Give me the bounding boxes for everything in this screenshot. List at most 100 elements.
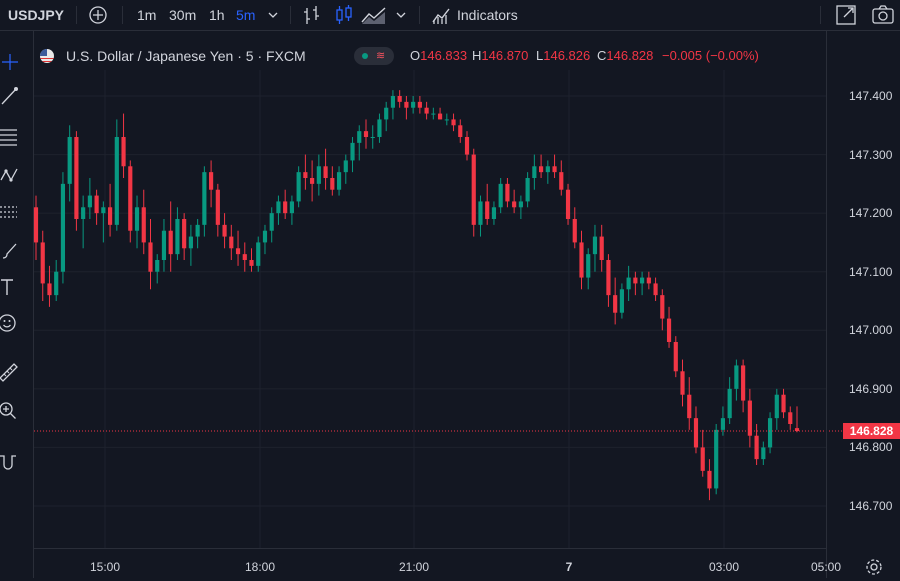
candle-body <box>74 137 79 219</box>
candle <box>175 207 180 260</box>
candle <box>788 406 793 430</box>
candle <box>606 254 611 307</box>
interval-1m[interactable]: 1m <box>137 7 157 23</box>
candle-body <box>114 137 119 225</box>
candle <box>599 224 604 272</box>
candle-body <box>700 447 705 471</box>
emoji-icon[interactable] <box>0 312 20 334</box>
candle <box>114 119 119 231</box>
candle-body <box>60 183 66 272</box>
candle-style-icon[interactable] <box>334 0 354 30</box>
interval-30m[interactable]: 30m <box>169 7 197 23</box>
candle <box>107 183 113 237</box>
candle <box>121 113 126 178</box>
candle <box>256 236 261 272</box>
candle-body <box>182 219 187 249</box>
candle-body <box>458 125 463 137</box>
camera-icon[interactable] <box>872 0 894 30</box>
candle <box>269 207 274 243</box>
pattern-icon[interactable] <box>0 164 20 186</box>
chevron-down-icon[interactable] <box>267 0 279 30</box>
candle-body <box>592 236 598 255</box>
candle <box>357 125 362 161</box>
projection-icon[interactable] <box>0 201 20 223</box>
candle-body <box>417 101 422 108</box>
candle-body <box>599 236 604 260</box>
settings-icon[interactable] <box>865 558 883 581</box>
candle <box>188 224 193 266</box>
candle <box>101 201 106 243</box>
candle-body <box>87 195 92 208</box>
price-tick-label: 147.300 <box>849 147 893 162</box>
magnet-icon[interactable] <box>0 451 20 473</box>
candle <box>222 213 227 249</box>
candle <box>464 131 470 161</box>
market-status-badge[interactable]: ≋ <box>354 47 394 65</box>
candle-body <box>67 137 72 184</box>
candle <box>310 160 315 202</box>
toolbar-divider <box>820 6 821 24</box>
fullscreen-icon[interactable] <box>835 0 857 30</box>
ruler-icon[interactable] <box>0 361 20 383</box>
candle-body <box>788 412 793 424</box>
candle <box>714 424 719 495</box>
brush-icon[interactable] <box>0 239 20 261</box>
candle-body <box>188 236 193 249</box>
candle-body <box>693 418 699 448</box>
candle-body <box>276 201 281 214</box>
candle-body <box>626 277 631 290</box>
candle <box>276 195 281 225</box>
candle <box>680 359 685 407</box>
candle-body <box>512 201 517 208</box>
candle <box>700 429 705 477</box>
candle <box>202 166 207 237</box>
candle <box>687 377 692 430</box>
bar-style-icon[interactable] <box>302 0 322 30</box>
candle-body <box>316 166 321 184</box>
area-style-icon[interactable] <box>361 0 387 30</box>
candle-body <box>384 107 389 120</box>
interval-5m[interactable]: 5m <box>236 7 256 23</box>
candle-body <box>781 394 786 413</box>
interval-1h[interactable]: 1h <box>209 7 225 23</box>
candle-body <box>741 365 746 401</box>
ohlc-close: C146.828 <box>597 48 654 63</box>
symbol-search[interactable]: USDJPY <box>8 7 65 23</box>
chevron-down-icon[interactable] <box>395 0 407 30</box>
symbol-title[interactable]: U.S. Dollar / Japanese Yen · 5 · FXCM <box>66 48 306 64</box>
candle-body <box>397 96 402 102</box>
indicators-button[interactable]: Indicators <box>457 7 518 23</box>
candle <box>316 154 321 196</box>
candle <box>741 359 746 413</box>
candle <box>646 271 651 290</box>
candle-body <box>370 137 375 138</box>
candle-body <box>424 107 429 114</box>
price-tick-label: 147.200 <box>849 206 893 221</box>
price-tick-label: 147.100 <box>849 264 893 279</box>
candle <box>761 441 766 465</box>
text-icon[interactable] <box>0 275 20 297</box>
candle-body <box>33 207 39 243</box>
candle <box>572 207 577 249</box>
candle-body <box>498 183 503 208</box>
candle <box>262 224 268 255</box>
candle-body <box>767 418 773 448</box>
candle-body <box>794 428 800 432</box>
candle-body <box>249 260 254 266</box>
fib-icon[interactable] <box>0 125 20 147</box>
candle-body <box>47 283 52 296</box>
candle-body <box>673 342 678 372</box>
time-tick-label: 03:00 <box>708 560 740 574</box>
trendline-icon[interactable] <box>0 85 20 107</box>
candle-body <box>565 189 571 219</box>
zoom-in-icon[interactable] <box>0 399 20 421</box>
time-tick-label: 18:00 <box>244 560 276 574</box>
crosshair-icon[interactable] <box>0 51 20 73</box>
candle-body <box>377 119 382 137</box>
indicators-icon[interactable] <box>431 0 451 30</box>
add-symbol-icon[interactable] <box>88 0 108 30</box>
candle-body <box>235 248 241 255</box>
candle-body <box>350 142 355 161</box>
candle-body <box>242 254 247 260</box>
